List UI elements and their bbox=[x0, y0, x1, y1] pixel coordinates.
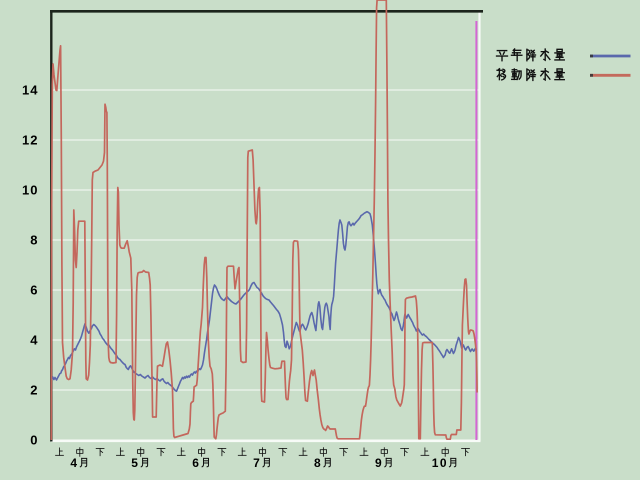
svg-text:4: 4 bbox=[70, 456, 78, 470]
svg-text:10: 10 bbox=[22, 183, 38, 198]
svg-text:8: 8 bbox=[314, 456, 322, 470]
svg-text:6: 6 bbox=[30, 283, 38, 298]
svg-text:8: 8 bbox=[30, 233, 38, 248]
svg-text:0: 0 bbox=[30, 433, 38, 448]
svg-text:10: 10 bbox=[432, 456, 448, 470]
svg-text:6: 6 bbox=[192, 456, 200, 470]
svg-text:5: 5 bbox=[131, 456, 139, 470]
svg-text:7: 7 bbox=[253, 456, 261, 470]
svg-text:14: 14 bbox=[22, 83, 38, 98]
svg-text:9: 9 bbox=[375, 456, 383, 470]
svg-text:2: 2 bbox=[30, 383, 38, 398]
svg-text:4: 4 bbox=[30, 333, 38, 348]
svg-text:12: 12 bbox=[22, 133, 38, 148]
